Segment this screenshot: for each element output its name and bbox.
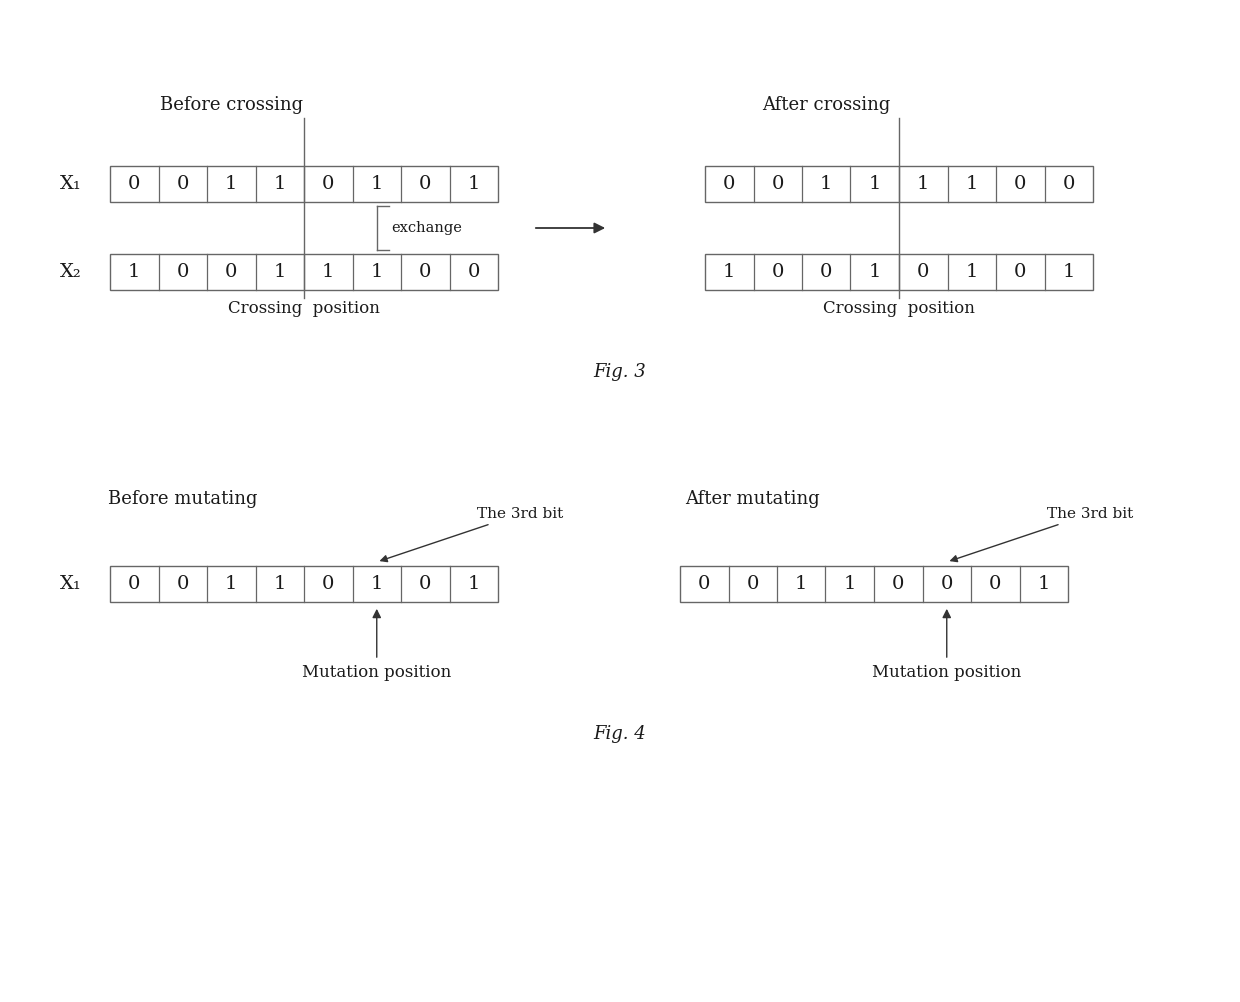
- Text: 1: 1: [966, 263, 978, 281]
- Text: 1: 1: [226, 575, 237, 593]
- Text: 0: 0: [128, 175, 140, 193]
- Text: 0: 0: [746, 575, 759, 593]
- Text: 0: 0: [941, 575, 952, 593]
- Text: 0: 0: [322, 175, 335, 193]
- Text: 0: 0: [1063, 175, 1075, 193]
- Text: 1: 1: [371, 263, 383, 281]
- Text: 1: 1: [371, 175, 383, 193]
- Bar: [110, 566, 498, 602]
- Text: 0: 0: [771, 175, 784, 193]
- Text: 1: 1: [1038, 575, 1050, 593]
- Text: 0: 0: [918, 263, 930, 281]
- Bar: [706, 254, 1092, 290]
- Text: 0: 0: [698, 575, 711, 593]
- Text: 0: 0: [990, 575, 1002, 593]
- Text: 1: 1: [820, 175, 832, 193]
- Text: 0: 0: [128, 575, 140, 593]
- Text: 0: 0: [1014, 263, 1027, 281]
- Text: 1: 1: [274, 575, 286, 593]
- Text: 1: 1: [795, 575, 807, 593]
- Text: 1: 1: [966, 175, 978, 193]
- Text: 1: 1: [274, 175, 286, 193]
- Text: After crossing: After crossing: [763, 96, 890, 114]
- Text: 0: 0: [419, 575, 432, 593]
- Text: 1: 1: [322, 263, 335, 281]
- Text: X₂: X₂: [61, 263, 82, 281]
- Text: 0: 0: [226, 263, 237, 281]
- Bar: [680, 566, 1068, 602]
- Text: Before mutating: Before mutating: [108, 490, 258, 508]
- Text: 0: 0: [176, 575, 188, 593]
- Text: 0: 0: [771, 263, 784, 281]
- Text: 1: 1: [226, 175, 237, 193]
- Text: Mutation position: Mutation position: [303, 664, 451, 681]
- Text: After mutating: After mutating: [686, 490, 820, 508]
- Text: The 3rd bit: The 3rd bit: [381, 507, 563, 561]
- Text: 0: 0: [723, 175, 735, 193]
- Text: 1: 1: [868, 263, 880, 281]
- Text: 0: 0: [1014, 175, 1027, 193]
- Text: 0: 0: [322, 575, 335, 593]
- Text: Crossing  position: Crossing position: [823, 300, 975, 317]
- Text: Before crossing: Before crossing: [160, 96, 303, 114]
- Text: exchange: exchange: [392, 221, 463, 235]
- Bar: [706, 166, 1092, 202]
- Text: 1: 1: [128, 263, 140, 281]
- Text: The 3rd bit: The 3rd bit: [951, 507, 1133, 561]
- Text: Fig. 3: Fig. 3: [594, 363, 646, 381]
- Text: 1: 1: [274, 263, 286, 281]
- Text: 0: 0: [820, 263, 832, 281]
- Text: 1: 1: [371, 575, 383, 593]
- Bar: [110, 254, 498, 290]
- Text: X₁: X₁: [61, 575, 82, 593]
- Text: 0: 0: [419, 175, 432, 193]
- Text: 0: 0: [892, 575, 904, 593]
- Text: X₁: X₁: [61, 175, 82, 193]
- Text: 1: 1: [868, 175, 880, 193]
- Text: 1: 1: [918, 175, 930, 193]
- Text: 1: 1: [723, 263, 735, 281]
- Text: 1: 1: [1063, 263, 1075, 281]
- Text: 1: 1: [467, 575, 480, 593]
- Text: 0: 0: [419, 263, 432, 281]
- Text: 1: 1: [467, 175, 480, 193]
- Text: 1: 1: [843, 575, 856, 593]
- Text: Mutation position: Mutation position: [872, 664, 1022, 681]
- Text: 0: 0: [176, 263, 188, 281]
- Text: Fig. 4: Fig. 4: [594, 725, 646, 743]
- Bar: [110, 166, 498, 202]
- Text: 0: 0: [467, 263, 480, 281]
- Text: Crossing  position: Crossing position: [228, 300, 379, 317]
- Text: 0: 0: [176, 175, 188, 193]
